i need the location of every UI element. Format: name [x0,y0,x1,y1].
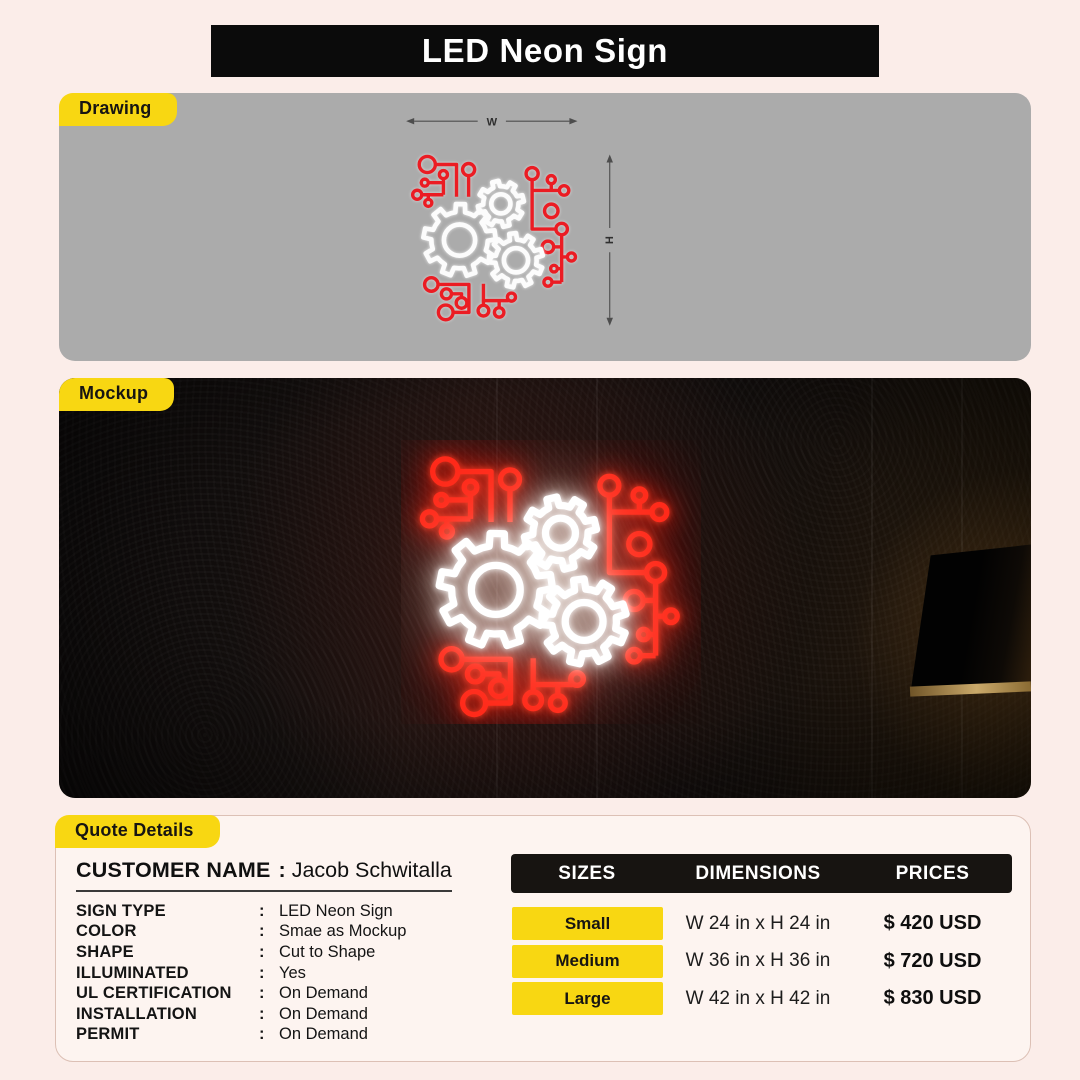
price-value: $ 830 USD [883,987,982,1009]
field-row: SIGN TYPE: LED Neon Sign [76,901,406,922]
mockup-panel: Mockup [59,378,1031,798]
pricing-table-rows: Small W 24 in x H 24 in $ 420 USD Medium… [511,907,1012,1015]
field-label: SHAPE [76,942,134,961]
header-sizes: SIZES [558,862,616,884]
page-title: LED Neon Sign [421,32,669,69]
customer-name-value: Jacob Schwitalla [291,858,452,882]
gears-circuit-neon-sign [401,440,701,724]
separator: : [259,1004,265,1023]
field-row: UL CERTIFICATION: On Demand [76,983,406,1004]
separator: : [259,963,265,982]
field-value: On Demand [279,1004,368,1023]
field-row: PERMIT: On Demand [76,1025,406,1046]
field-value: Cut to Shape [279,942,376,961]
field-value: Smae as Mockup [279,922,407,941]
separator: : [259,922,265,941]
quote-details-tab: Quote Details [55,815,220,848]
width-dimension: W [406,117,578,129]
dimensions-value: W 24 in x H 24 in [685,912,831,934]
field-row: INSTALLATION: On Demand [76,1004,406,1025]
customer-name-label: CUSTOMER NAME [76,858,271,882]
field-label: INSTALLATION [76,1004,197,1023]
header-dimensions: DIMENSIONS [695,862,821,884]
field-value: On Demand [279,984,368,1003]
field-value: On Demand [279,1025,368,1044]
separator: : [259,1025,265,1044]
field-label: ILLUMINATED [76,963,189,982]
technical-drawing: W H [406,117,615,326]
title-bar: LED Neon Sign [211,25,879,77]
separator: : [278,858,286,882]
table-row: Medium W 36 in x H 36 in $ 720 USD [511,944,1012,978]
price-value: $ 420 USD [883,912,982,934]
field-label: SIGN TYPE [76,901,166,920]
lamp-shade [904,543,1031,698]
price-value: $ 720 USD [883,949,982,972]
separator: : [259,984,265,1003]
drawing-tab: Drawing [59,93,178,126]
field-label: PERMIT [76,1025,140,1044]
size-badge-medium[interactable]: Medium [512,944,663,978]
quote-fields: SIGN TYPE: LED Neon Sign COLOR: Smae as Mo… [76,901,406,1045]
field-row: COLOR: Smae as Mockup [76,922,406,943]
field-value: Yes [279,963,306,982]
separator: : [259,901,265,920]
quote-details-panel: Quote Details CUSTOMER NAME: Jacob Schwit… [55,815,1031,1062]
mockup-tab: Mockup [59,378,175,411]
dimensions-value: W 42 in x H 42 in [685,987,831,1009]
size-badge-small[interactable]: Small [512,907,663,940]
field-row: ILLUMINATED: Yes [76,963,406,984]
neon-gears [439,497,626,664]
height-label: H [603,236,615,244]
size-badge-large[interactable]: Large [512,982,663,1015]
gears-drawing [423,181,542,288]
lamp-body [910,544,1031,694]
field-label: UL CERTIFICATION [76,984,232,1003]
drawing-panel: Drawing W H [59,93,1031,361]
header-prices: PRICES [895,862,970,884]
pricing-table-header: SIZES DIMENSIONS PRICES [511,854,1012,893]
table-row: Large W 42 in x H 42 in $ 830 USD [511,982,1012,1015]
separator: : [259,942,265,961]
table-row: Small W 24 in x H 24 in $ 420 USD [511,907,1012,940]
pricing-table: SIZES DIMENSIONS PRICES Small W 24 in x … [511,854,1012,1020]
dimensions-value: W 36 in x H 36 in [685,950,831,971]
field-value: LED Neon Sign [279,901,393,920]
width-label: W [487,117,498,129]
height-dimension: H [603,154,615,326]
field-label: COLOR [76,922,137,941]
field-row: SHAPE: Cut to Shape [76,942,406,963]
customer-name-row: CUSTOMER NAME: Jacob Schwitalla [76,858,452,892]
